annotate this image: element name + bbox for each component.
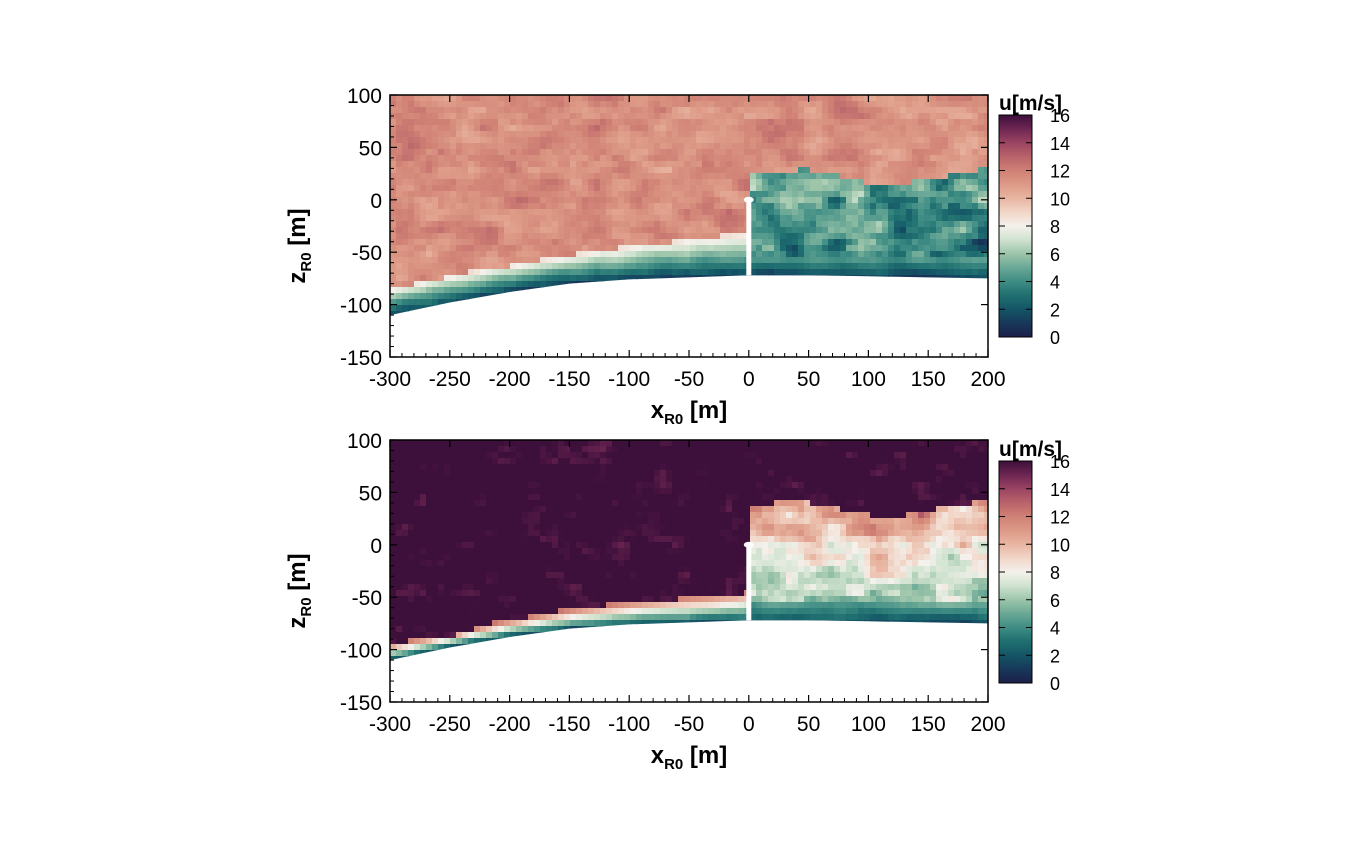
x-tick-label: -50 <box>674 368 704 391</box>
colorbar-tick-label: 0 <box>1050 328 1060 348</box>
colorbar-tick-label: 12 <box>1050 508 1070 528</box>
x-tick-label: -200 <box>489 368 531 391</box>
x-tick-label: -300 <box>369 368 411 391</box>
y-tick-label: -150 <box>340 692 382 715</box>
x-tick-label: -100 <box>608 368 650 391</box>
velocity-field <box>390 440 988 661</box>
x-tick-label: -200 <box>489 713 531 736</box>
x-tick-label: 200 <box>970 368 1005 391</box>
y-tick-label: 50 <box>359 137 382 160</box>
x-tick-label: 0 <box>743 368 755 391</box>
x-axis-title: xR0 [m] <box>651 397 728 428</box>
colorbar-title: u[m/s] <box>999 438 1062 461</box>
x-tick-label: -100 <box>608 713 650 736</box>
x-tick-label: 200 <box>970 713 1005 736</box>
colorbar-tick-label: 14 <box>1050 480 1070 500</box>
turbine-hub <box>743 541 754 548</box>
y-tick-label: -150 <box>340 347 382 370</box>
colorbar-title: u[m/s] <box>999 92 1062 115</box>
bottom-panel: -300 -250 -200 -150 -100 -50 0 50 100 150 20010050… <box>284 430 1070 773</box>
x-tick-label: -300 <box>369 713 411 736</box>
colorbar-tick-label: 8 <box>1050 217 1060 237</box>
colorbar-tick-label: 0 <box>1050 674 1060 694</box>
turbine-hub <box>743 196 754 203</box>
y-tick-label: 100 <box>347 430 382 453</box>
top-panel: -300 -250 -200 -150 -100 -50 0 50 100 150 20010050… <box>284 85 1070 428</box>
y-tick-label: -100 <box>340 640 382 663</box>
y-tick-label: 100 <box>347 85 382 108</box>
turbine-tower <box>746 544 752 621</box>
x-tick-label: 50 <box>797 368 820 391</box>
x-tick-label: 50 <box>797 713 820 736</box>
x-tick-label: 100 <box>851 713 886 736</box>
y-tick-label: -50 <box>352 242 382 265</box>
y-tick-label: 50 <box>359 482 382 505</box>
y-tick-label: 0 <box>370 535 382 558</box>
colorbar-tick-label: 8 <box>1050 563 1060 583</box>
y-tick-label: -50 <box>352 587 382 610</box>
y-tick-label: -100 <box>340 295 382 318</box>
colorbar-tick-label: 12 <box>1050 162 1070 182</box>
colorbar-tick-label: 6 <box>1050 591 1060 611</box>
colorbar-tick-label: 2 <box>1050 646 1060 666</box>
colorbar-tick-label: 10 <box>1050 535 1070 555</box>
turbine-tower <box>746 199 752 276</box>
x-axis-title: xR0 [m] <box>651 742 728 773</box>
x-tick-label: 0 <box>743 713 755 736</box>
y-tick-label: 0 <box>370 190 382 213</box>
colorbar-tick-label: 10 <box>1050 189 1070 209</box>
x-tick-label: -250 <box>429 713 471 736</box>
x-tick-label: 100 <box>851 368 886 391</box>
colorbar-tick-label: 2 <box>1050 300 1060 320</box>
velocity-field <box>390 95 988 316</box>
y-axis-title: zR0 [m] <box>284 208 315 283</box>
x-tick-label: 150 <box>911 368 946 391</box>
colorbar-tick-label: 4 <box>1050 619 1060 639</box>
y-axis-title: zR0 [m] <box>284 553 315 628</box>
x-tick-label: -150 <box>548 713 590 736</box>
colorbar-tick-label: 16 <box>1050 106 1070 126</box>
x-tick-label: 150 <box>911 713 946 736</box>
colorbar-tick-label: 6 <box>1050 245 1060 265</box>
colorbar-tick-label: 4 <box>1050 273 1060 293</box>
x-tick-label: -250 <box>429 368 471 391</box>
colorbar-tick-label: 14 <box>1050 134 1070 154</box>
colorbar-tick-label: 16 <box>1050 452 1070 472</box>
x-tick-label: -150 <box>548 368 590 391</box>
x-tick-label: -50 <box>674 713 704 736</box>
